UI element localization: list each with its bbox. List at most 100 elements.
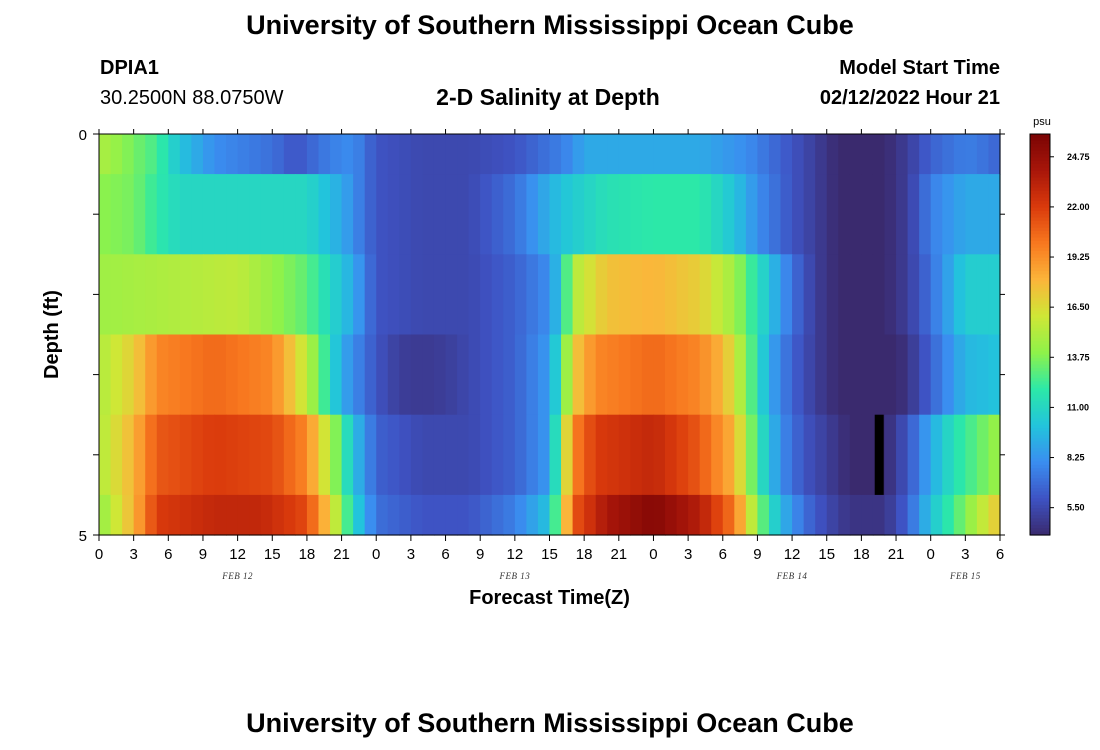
heatmap-cell — [665, 334, 678, 416]
heatmap-cell — [988, 174, 1001, 255]
heatmap-cell — [526, 174, 539, 255]
heatmap-cell — [295, 134, 308, 175]
heatmap-cell — [792, 174, 805, 255]
heatmap-cell — [133, 494, 146, 536]
heatmap-cell — [249, 414, 262, 496]
heatmap-cell — [110, 174, 123, 255]
heatmap-cell — [457, 334, 470, 416]
heatmap-cell — [202, 494, 216, 536]
colorbar-segment — [1030, 200, 1050, 205]
heatmap-cell — [861, 414, 874, 496]
heatmap-cell — [503, 254, 516, 336]
axes: 0 3 6 9 12 15 18 21 0 3 6 9 12 15 18 21 0 3 6 9 12 15 18 21 0 3 6 F… — [79, 127, 1005, 581]
heatmap-cell — [191, 494, 204, 536]
colorbar-segment — [1030, 397, 1050, 402]
heatmap-cell — [884, 254, 897, 336]
x-axis-label: Forecast Time(Z) — [469, 587, 630, 609]
x-tick-label: 15 — [264, 546, 281, 563]
heatmap-cell — [595, 334, 608, 416]
colorbar-segment — [1030, 448, 1050, 453]
colorbar-segment — [1030, 240, 1050, 245]
colorbar-segment — [1030, 481, 1050, 486]
heatmap-cell — [930, 254, 943, 336]
heatmap-cell — [618, 254, 631, 336]
heatmap-cell — [410, 134, 424, 175]
heatmap-cell — [838, 174, 851, 255]
heatmap-cell — [653, 254, 666, 336]
heatmap-cell — [942, 494, 955, 536]
heatmap-cell — [757, 334, 770, 416]
heatmap-cell — [711, 414, 724, 496]
x-tick-label: 0 — [372, 546, 380, 563]
heatmap-cell — [330, 134, 343, 175]
heatmap-cell — [214, 414, 227, 496]
heatmap-cell — [330, 174, 343, 255]
heatmap-cell — [191, 254, 204, 336]
heatmap-cell — [826, 334, 839, 416]
colorbar-segment — [1030, 518, 1050, 523]
heatmap-cell — [410, 174, 424, 255]
heatmap-cell — [630, 254, 643, 336]
colorbar-tick-label: 13.75 — [1067, 352, 1090, 362]
x-tick-label: 3 — [129, 546, 137, 563]
heatmap-cell — [630, 494, 643, 536]
heatmap-cell — [110, 134, 123, 175]
colorbar-segment — [1030, 250, 1050, 255]
heatmap-cell — [387, 254, 400, 336]
colorbar-segment — [1030, 180, 1050, 185]
colorbar-segment — [1030, 504, 1050, 509]
heatmap-cell — [410, 254, 424, 336]
colorbar-segment — [1030, 137, 1050, 142]
colorbar-segment — [1030, 150, 1050, 155]
heatmap-cell — [260, 174, 273, 255]
heatmap-cell — [607, 414, 620, 496]
heatmap-cell — [433, 134, 447, 175]
heatmap-cell — [676, 414, 689, 496]
heatmap-cell — [399, 494, 412, 536]
x-tick-label: 12 — [784, 546, 801, 563]
heatmap-cell — [526, 494, 539, 536]
x-tick-label: 3 — [684, 546, 692, 563]
model-start-label: Model Start Time — [839, 57, 1000, 79]
heatmap-cell — [410, 414, 424, 496]
heatmap-cell — [168, 414, 181, 496]
heatmap-cell — [988, 414, 1001, 496]
heatmap-cell — [341, 334, 354, 416]
heatmap-cell — [122, 174, 135, 255]
heatmap-cell — [884, 134, 897, 175]
heatmap-cell — [896, 494, 909, 536]
heatmap-cell — [965, 334, 978, 416]
colorbar-segment — [1030, 140, 1050, 145]
heatmap-cell — [618, 134, 631, 175]
colorbar-segment — [1030, 374, 1050, 379]
heatmap-cell — [930, 414, 943, 496]
heatmap-cell — [99, 134, 112, 175]
heatmap-cell — [318, 414, 331, 496]
heatmap-cell — [272, 174, 285, 255]
colorbar-tick-label: 8.25 — [1067, 453, 1085, 463]
x-tick-label: 9 — [753, 546, 761, 563]
heatmap-cell — [318, 254, 331, 336]
heatmap-cell — [919, 254, 932, 336]
heatmap-cell — [953, 254, 966, 336]
x-tick-label: 15 — [818, 546, 835, 563]
heatmap-cell — [815, 134, 828, 175]
colorbar-segment — [1030, 220, 1050, 225]
heatmap-cell — [99, 334, 112, 416]
colorbar-segment — [1030, 421, 1050, 426]
heatmap-cell — [803, 174, 816, 255]
colorbar-segment — [1030, 170, 1050, 175]
heatmap-cell — [907, 254, 920, 336]
x-date-label: FEB 15 — [949, 571, 981, 581]
heatmap-cell — [537, 334, 551, 416]
heatmap-cell — [122, 414, 135, 496]
y-tick-label: 0 — [79, 127, 87, 144]
colorbar-segment — [1030, 471, 1050, 476]
heatmap-cell — [641, 254, 655, 336]
heatmap-cell — [768, 134, 782, 175]
heatmap-cell — [422, 334, 435, 416]
heatmap-cell — [480, 174, 493, 255]
heatmap-cell — [757, 134, 770, 175]
heatmap-cell — [272, 134, 285, 175]
